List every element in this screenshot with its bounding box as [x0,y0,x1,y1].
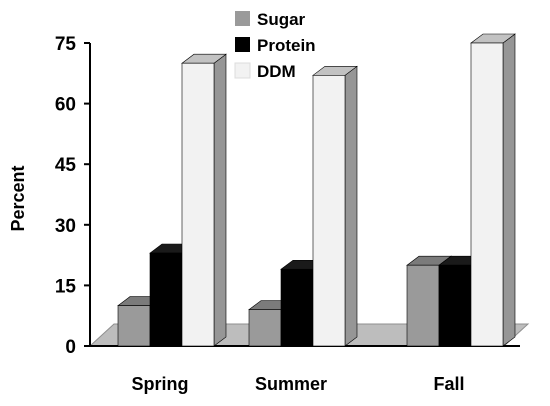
y-tick-label: 45 [55,155,77,176]
legend-label: DDM [257,62,296,81]
bar-ddm-fall [470,33,516,347]
legend-item-ddm: DDM [234,62,296,81]
y-tick-label: 0 [65,337,76,358]
legend-item-sugar: Sugar [235,10,306,29]
legend-item-protein: Protein [235,36,316,55]
legend-swatch [234,62,251,79]
y-tick-label: 60 [55,95,76,116]
y-tick-label: 75 [55,34,77,55]
x-category-label: Summer [255,374,327,394]
x-category-label: Spring [132,374,189,394]
y-tick-label: 30 [55,216,76,237]
legend-label: Sugar [257,10,306,29]
y-tick-label: 15 [55,276,77,297]
legend-swatch [235,11,250,26]
legend-swatch [235,37,250,52]
x-category-label: Fall [433,374,464,394]
bar-ddm-spring [181,53,227,347]
y-axis-title: Percent [8,165,28,231]
legend-label: Protein [257,36,316,55]
bar-ddm-summer [312,65,358,347]
